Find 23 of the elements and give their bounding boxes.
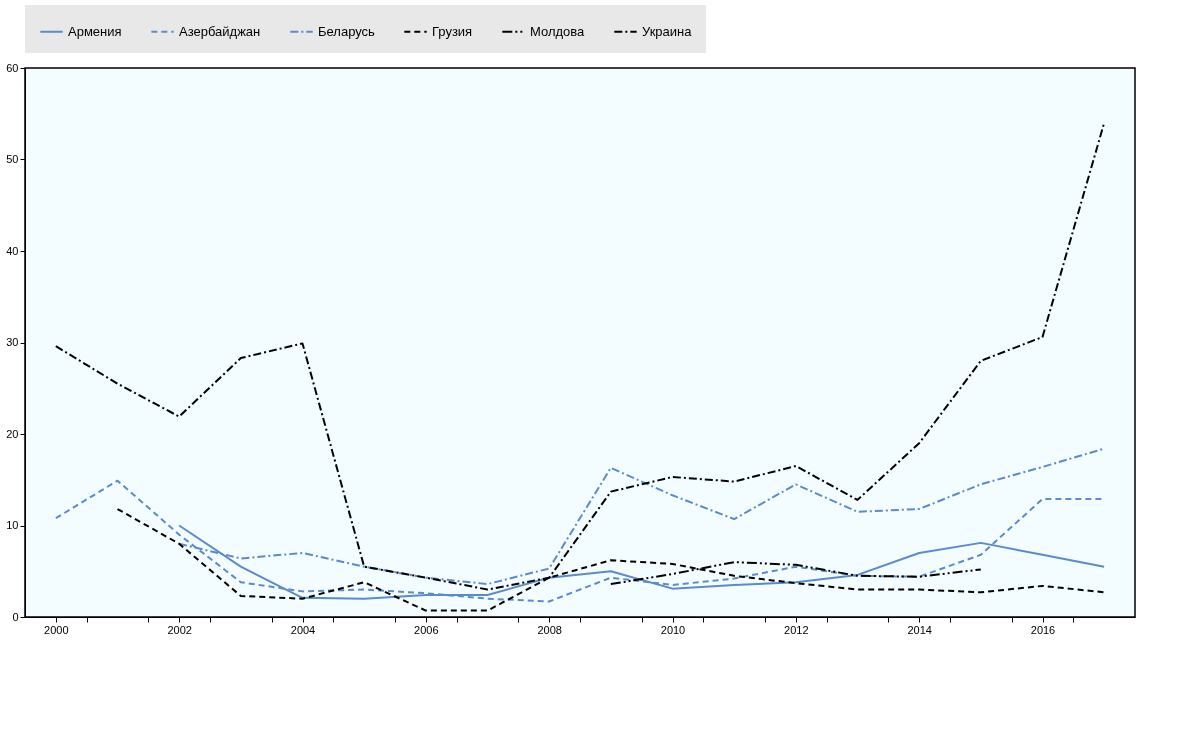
y-tick-label: 10 <box>6 519 19 531</box>
x-tick-label: 2012 <box>784 623 809 636</box>
legend-label: Азербайджан <box>179 23 261 39</box>
x-tick-label: 2002 <box>167 623 192 636</box>
legend-label: Беларусь <box>318 23 376 39</box>
x-tick-label: 2010 <box>660 623 686 636</box>
x-tick-label: 2004 <box>290 623 316 636</box>
line-series <box>609 561 982 586</box>
x-tick-label: 2000 <box>44 623 69 636</box>
legend-label: Грузия <box>432 23 473 39</box>
legend-label: Украина <box>642 23 693 39</box>
x-tick-label: 2008 <box>537 623 562 636</box>
x-tick-label: 2006 <box>414 623 439 636</box>
legend-label: Молдова <box>530 23 586 39</box>
y-tick-label: 40 <box>6 244 19 257</box>
y-tick-label: 50 <box>6 153 19 165</box>
legend-label: Армения <box>68 23 122 39</box>
y-tick-label: 20 <box>6 427 19 440</box>
y-tick-label: 0 <box>12 610 19 623</box>
y-tick-label: 60 <box>6 61 19 74</box>
y-tick-label: 30 <box>6 336 19 348</box>
x-tick-label: 2016 <box>1030 623 1056 636</box>
x-tick-label: 2014 <box>907 623 932 636</box>
